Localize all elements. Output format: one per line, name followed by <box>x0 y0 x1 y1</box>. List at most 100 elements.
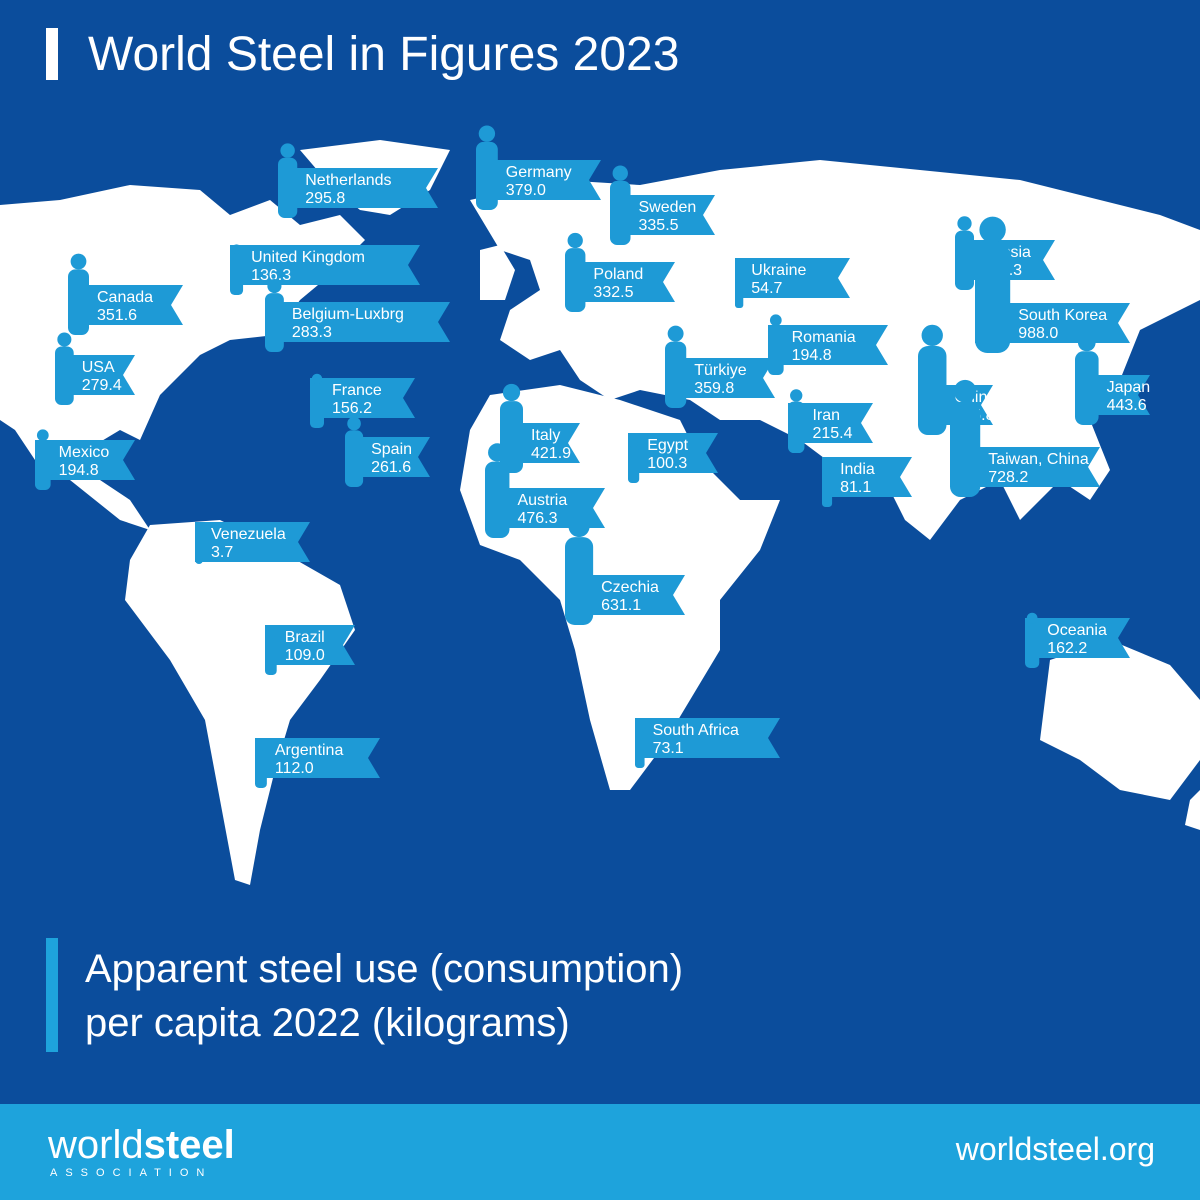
region-name: France <box>332 382 382 399</box>
region-name: Japan <box>1107 379 1151 396</box>
label-flag <box>635 718 780 758</box>
person-head <box>502 383 521 402</box>
person-body <box>265 293 284 352</box>
person-icon <box>265 629 277 675</box>
subtitle-line: per capita 2022 (kilograms) <box>85 1001 570 1045</box>
region-value: 279.4 <box>82 377 122 394</box>
person-head <box>478 125 496 142</box>
person-head <box>823 467 832 476</box>
person-body <box>822 475 833 507</box>
person-body <box>565 248 586 312</box>
region-value: 332.5 <box>593 284 633 301</box>
person-icon <box>665 325 687 408</box>
person-icon <box>975 216 1011 353</box>
person-body <box>35 441 51 490</box>
region-name: South Korea <box>1018 307 1107 324</box>
person-body <box>950 402 981 497</box>
region-value: 136.3 <box>251 267 291 284</box>
person-icon <box>950 379 981 497</box>
person-icon <box>476 125 498 210</box>
label-flag <box>35 440 135 480</box>
region-name: Czechia <box>601 579 659 596</box>
person-icon <box>255 742 267 788</box>
subtitle-bar <box>46 938 58 1052</box>
region-value: 109.0 <box>285 647 325 664</box>
person-head <box>979 216 1006 243</box>
person-body <box>1075 351 1099 425</box>
person-icon <box>485 443 510 538</box>
label-flag <box>788 403 873 443</box>
person-head <box>667 325 684 342</box>
person-head <box>267 278 282 294</box>
region-value: 631.1 <box>601 597 641 614</box>
person-head <box>57 332 72 347</box>
person-head <box>629 439 638 448</box>
label-flag <box>55 355 135 395</box>
person-head <box>612 165 628 181</box>
region-value: 476.3 <box>517 510 557 527</box>
label-flag <box>68 285 183 325</box>
region-name: Italy <box>531 427 560 444</box>
logo-steel: steel <box>144 1123 235 1167</box>
region-value: 194.8 <box>792 347 832 364</box>
region-value: 335.5 <box>639 217 679 234</box>
region-name: Mexico <box>59 444 110 461</box>
region-name: Belgium-Luxbrg <box>292 306 404 323</box>
region-name: Egypt <box>647 437 688 454</box>
person-head <box>195 556 203 564</box>
person-body <box>485 461 510 538</box>
person-icon <box>68 253 90 335</box>
region-name: Netherlands <box>305 172 391 189</box>
region-name: United Kingdom <box>251 249 365 266</box>
person-body <box>665 341 687 408</box>
label-flag <box>822 457 912 497</box>
person-body <box>788 401 805 453</box>
person-head <box>957 216 972 231</box>
label-flag <box>565 262 675 302</box>
logo-sub: ASSOCIATION <box>50 1167 212 1179</box>
person-body <box>955 230 975 290</box>
person-icon <box>1025 612 1040 668</box>
region-value: 194.8 <box>59 462 99 479</box>
person-head <box>735 274 744 283</box>
person-body <box>68 269 90 335</box>
person-icon <box>265 278 284 352</box>
region-value: 379.0 <box>506 182 546 199</box>
person-icon <box>278 143 298 218</box>
person-icon <box>955 216 975 290</box>
label-flag <box>310 378 415 418</box>
person-head <box>36 429 49 442</box>
region-name: Austria <box>517 492 567 509</box>
person-head <box>567 232 583 249</box>
footer-url[interactable]: worldsteel.org <box>955 1131 1155 1167</box>
person-head <box>311 373 323 385</box>
person-head <box>266 629 276 639</box>
label-flag <box>950 447 1100 487</box>
person-icon <box>345 416 364 487</box>
labels: Netherlands295.8Germany379.0Sweden335.5U… <box>35 125 1151 788</box>
region-name: Sweden <box>639 199 697 216</box>
region-value: 261.6 <box>371 459 411 476</box>
region-name: Iran <box>812 407 840 424</box>
region-value: 359.8 <box>694 380 734 397</box>
label-flag <box>768 325 888 365</box>
person-icon <box>628 439 640 483</box>
person-body <box>635 738 645 768</box>
person-head <box>70 253 87 270</box>
